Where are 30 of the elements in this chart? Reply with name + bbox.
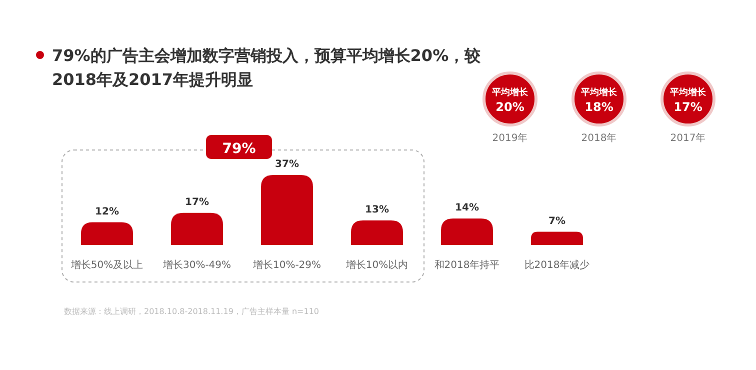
text: 79% (222, 141, 256, 157)
text: 17% (674, 100, 702, 114)
x-tick-label: 增长30%-49% (162, 259, 232, 271)
x-tick-label: 增长10%-29% (252, 259, 322, 271)
bar (81, 222, 133, 245)
data-label: 17% (185, 196, 209, 208)
x-tick-label: 增长50%及以上 (70, 259, 144, 271)
text: 20% (496, 100, 524, 114)
text: 2018年 (581, 132, 617, 144)
data-label: 12% (95, 206, 119, 218)
data-label: 37% (275, 159, 299, 170)
chart-title: 79%的广告主会增加数字营销投入，预算平均增长20%，较2018年及2017年提升明显 (52, 46, 481, 89)
x-tick-label: 比2018年减少 (524, 259, 590, 271)
text: 平均增长 (491, 87, 529, 98)
data-label: 13% (365, 204, 389, 216)
data-label: 7% (548, 216, 566, 227)
text: 2019年 (492, 132, 528, 144)
data-label: 14% (455, 202, 479, 214)
text: 平均增长 (669, 87, 707, 98)
bar (351, 220, 403, 245)
bar (171, 212, 223, 245)
text: 2017年 (670, 132, 706, 144)
text: 18% (584, 100, 614, 114)
bar (261, 175, 313, 245)
x-tick-label: 和2018年持平 (434, 259, 500, 271)
bar (441, 218, 493, 245)
text: 平均增长 (580, 87, 618, 98)
source-note: 数据来源：线上调研，2018.10.8-2018.11.19，广告主样本量 n=110 (64, 307, 319, 316)
bar (531, 232, 583, 245)
x-tick-label: 增长10%以内 (344, 259, 408, 271)
